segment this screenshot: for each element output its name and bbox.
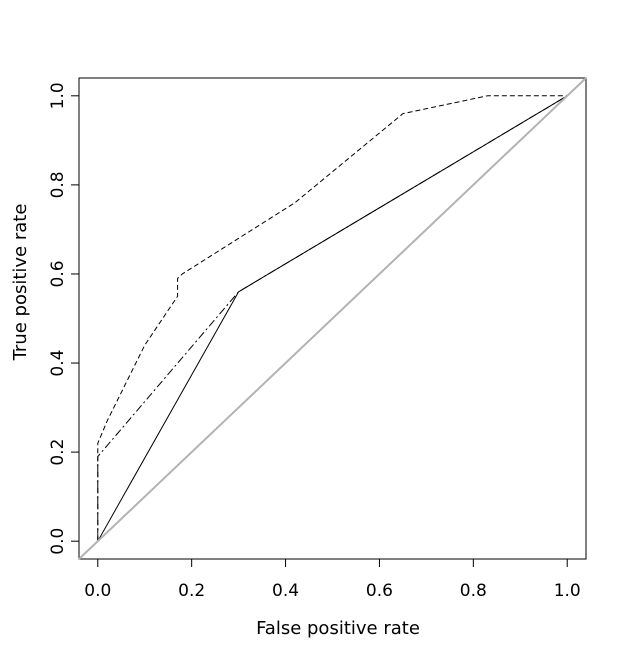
y-tick-label: 0.2 bbox=[48, 439, 68, 466]
x-axis-title: False positive rate bbox=[256, 618, 420, 639]
x-tick-label: 1.0 bbox=[554, 581, 581, 601]
x-tick-label: 0.8 bbox=[460, 581, 487, 601]
series-line-dashed bbox=[97, 95, 568, 542]
x-tick-label: 0.4 bbox=[272, 581, 299, 601]
y-tick-label: 0.6 bbox=[48, 260, 68, 287]
x-tick-label: 0.2 bbox=[178, 581, 205, 601]
series-layer bbox=[78, 77, 587, 560]
y-tick-label: 1.0 bbox=[48, 82, 68, 109]
y-tick-label: 0.8 bbox=[48, 171, 68, 198]
y-tick-label: 0.4 bbox=[48, 350, 68, 377]
y-axis: 0.0 0.2 0.4 0.6 0.8 1.0 bbox=[48, 82, 79, 555]
x-axis: 0.0 0.2 0.4 0.6 0.8 1.0 bbox=[84, 559, 581, 601]
y-tick-label: 0.0 bbox=[48, 528, 68, 555]
series-line-solid bbox=[97, 95, 568, 542]
x-tick-label: 0.0 bbox=[84, 581, 111, 601]
y-axis-title: True positive rate bbox=[10, 204, 31, 362]
x-tick-label: 0.6 bbox=[366, 581, 393, 601]
series-line-solid-reference bbox=[78, 77, 587, 560]
plot-area bbox=[78, 77, 587, 560]
